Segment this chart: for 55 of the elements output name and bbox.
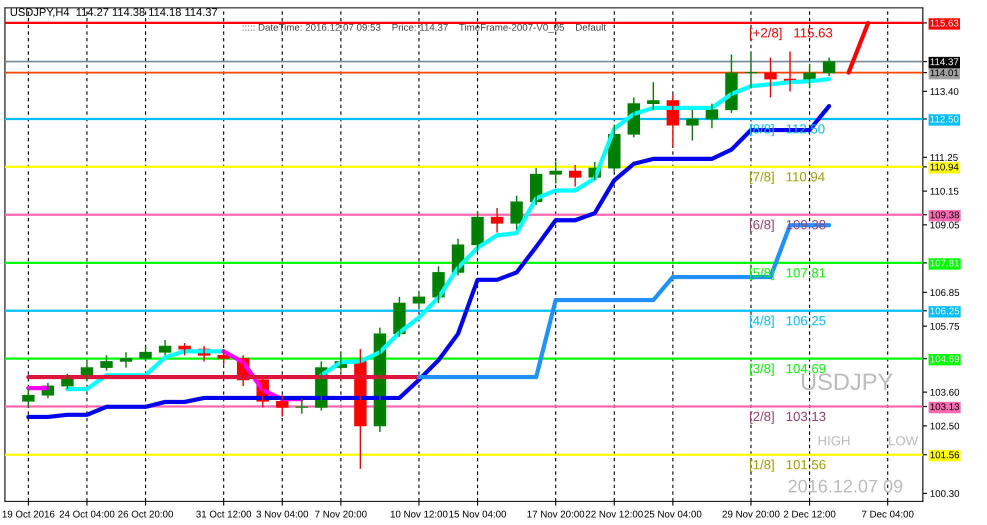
- candlestick: [822, 56, 836, 77]
- candlestick: [100, 354, 113, 372]
- annotation: USDJPY: [802, 373, 893, 390]
- x-tick-label: 19 Oct 2016: [2, 510, 54, 518]
- candlestick: [296, 398, 308, 414]
- ref-line-label: [1/8] 101.56: [750, 460, 826, 472]
- ref-line-label: [4/8] 106.25: [750, 316, 826, 328]
- y-tick-label: 109.05: [930, 222, 960, 228]
- y-tick-label: 104.69: [930, 355, 960, 362]
- x-tick-label: 10 Nov 12:00: [390, 510, 448, 518]
- annotation: LOW: [889, 436, 918, 446]
- annotation: 2016.12.07 09: [788, 480, 902, 493]
- candlestick: [686, 109, 699, 142]
- y-tick-label: 115.63: [930, 20, 958, 27]
- candlestick: [158, 339, 172, 356]
- y-tick-label: 105.75: [930, 322, 960, 330]
- ref-line-label: [2/8] 103.13: [750, 411, 826, 424]
- x-tick-label: 29 Nov 20:00: [722, 510, 780, 518]
- annotation: HIGH: [818, 436, 850, 446]
- y-tick-label: 106.25: [930, 308, 960, 314]
- y-tick-label: 103.60: [930, 388, 960, 396]
- x-tick-label: 17 Nov 20:00: [528, 510, 584, 518]
- y-tick-label: 100.30: [930, 490, 960, 498]
- ref-line-label: [7/8] 110.94: [750, 172, 825, 184]
- x-tick-label: 15 Nov 04:00: [449, 510, 506, 518]
- y-tick-label: 102.50: [930, 422, 960, 430]
- x-tick-label: 25 Nov 04:00: [644, 510, 702, 518]
- y-tick-label: 106.85: [930, 289, 960, 296]
- x-tick-label: 3 Nov 04:00: [256, 510, 308, 518]
- y-tick-label: 114.37: [930, 58, 958, 66]
- x-tick-label: 26 Oct 20:00: [118, 510, 174, 518]
- x-tick-label: 31 Oct 12:00: [196, 510, 252, 518]
- annotation: USDJPY,H4 114.27 114.38 114.18 114.37: [10, 8, 218, 18]
- x-tick-label: 22 Nov 12:00: [586, 510, 643, 518]
- x-tick-label: 7 Dec 04:00: [862, 510, 914, 518]
- y-tick-label: 112.50: [930, 116, 958, 123]
- candlestick: [120, 352, 132, 368]
- y-tick-label: 103.13: [930, 403, 960, 410]
- y-tick-label: 113.40: [930, 88, 958, 95]
- x-tick-label: 24 Oct 04:00: [60, 510, 114, 518]
- y-tick-label: 107.81: [930, 260, 960, 267]
- y-tick-label: 110.15: [930, 188, 958, 195]
- annotation: ::::: DateTime: 2016.12.07 09:53 Price: 114.37 TimeFrame-2007-V0_05 Default: [242, 24, 606, 33]
- ref-line-label: [+2/8] 115.63: [750, 28, 832, 40]
- y-tick-label: 111.25: [930, 154, 958, 161]
- y-tick-label: 110.94: [930, 164, 959, 170]
- candlestick: [744, 50, 758, 89]
- x-tick-label: 7 Nov 20:00: [315, 510, 367, 518]
- candlestick: [412, 290, 426, 310]
- y-tick-label: 109.38: [930, 211, 960, 218]
- y-tick-label: 114.01: [930, 69, 958, 76]
- y-tick-label: 101.56: [930, 451, 960, 458]
- candlestick: [647, 81, 660, 110]
- x-tick-label: 2 Dec 12:00: [784, 510, 836, 518]
- candlestick: [764, 56, 777, 98]
